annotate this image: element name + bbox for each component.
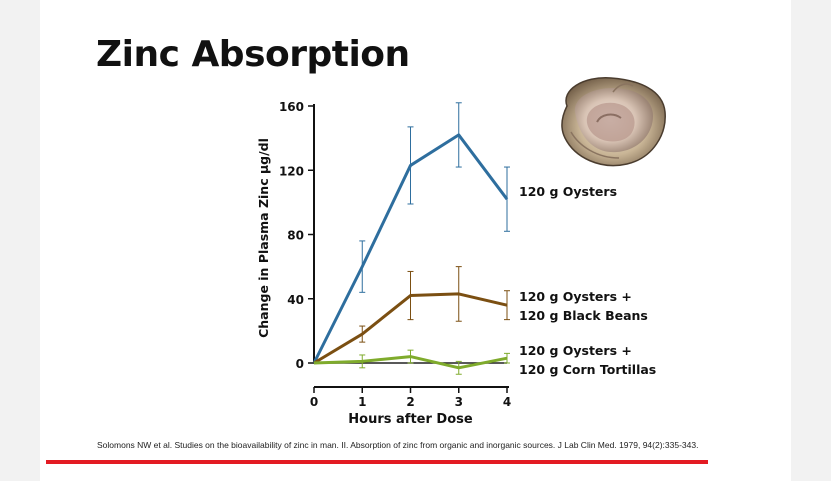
x-tick-label: 0: [310, 395, 318, 409]
x-tick-label: 1: [358, 395, 366, 409]
series-label: 120 g Black Beans: [519, 308, 648, 323]
oyster-icon: [561, 77, 666, 167]
left-margin: [0, 0, 40, 481]
x-axis-label: Hours after Dose: [348, 412, 473, 427]
series-line: [313, 292, 508, 365]
y-tick-label: 40: [287, 293, 304, 307]
series-label: 120 g Corn Tortillas: [519, 362, 656, 377]
red-divider: [46, 460, 708, 464]
series-label: 120 g Oysters +: [519, 289, 632, 304]
series-label: 120 g Oysters +: [519, 343, 632, 358]
series-line: [312, 133, 509, 364]
right-margin: [791, 0, 831, 481]
y-tick-label: 80: [287, 229, 304, 243]
series-label: 120 g Oysters: [519, 184, 617, 199]
x-tick-label: 4: [503, 395, 511, 409]
citation: Solomons NW et al. Studies on the bioava…: [97, 440, 699, 450]
x-tick-label: 2: [406, 395, 414, 409]
y-tick-label: 0: [296, 357, 304, 371]
x-tick-label: 3: [455, 395, 463, 409]
y-tick-label: 160: [279, 100, 304, 114]
series-line: [313, 355, 508, 370]
y-tick-label: 120: [279, 164, 304, 178]
slide-title: Zinc Absorption: [96, 34, 410, 75]
y-axis-label: Change in Plasma Zinc µg/dl: [256, 138, 271, 338]
